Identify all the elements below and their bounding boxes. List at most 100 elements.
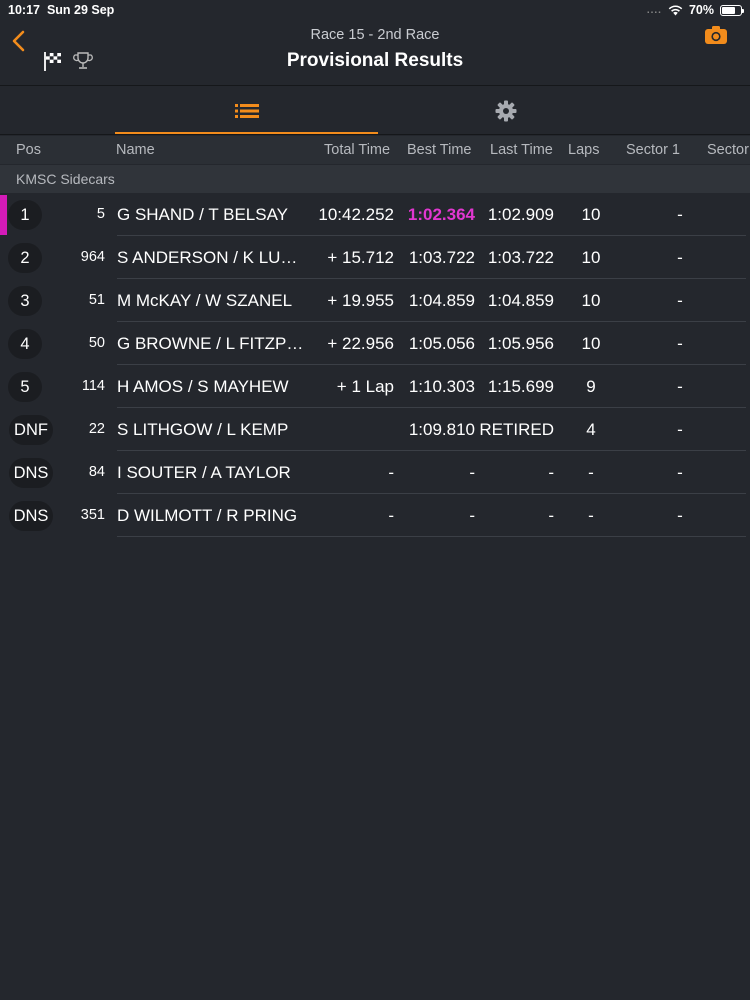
col-last-time[interactable]: Last Time: [490, 142, 553, 158]
last-time: RETIRED: [479, 420, 554, 439]
last-time: 1:03.722: [487, 248, 554, 267]
page-title: Provisional Results: [286, 50, 464, 71]
table-row[interactable]: 1 5 G SHAND / T BELSAY 10:42.252 1:02.36…: [0, 193, 750, 236]
total-time: + 22.956: [327, 334, 394, 353]
race-number: 351: [80, 507, 105, 523]
table-row[interactable]: DNF 22 S LITHGOW / L KEMP 1:09.810 RETIR…: [0, 408, 750, 451]
tab-bar: [0, 87, 750, 135]
rider-name: S LITHGOW / L KEMP: [117, 420, 289, 439]
rider-name: D WILMOTT / R PRING: [117, 506, 298, 525]
position-badge: DNF: [9, 415, 53, 445]
rider-name: S ANDERSON / K LU…: [117, 248, 298, 267]
list-icon: [234, 103, 259, 118]
trophy-icon[interactable]: [72, 50, 94, 72]
race-number: 964: [80, 249, 105, 265]
checkered-flag-icon[interactable]: [42, 50, 64, 72]
table-row[interactable]: DNS 351 D WILMOTT / R PRING - - - - -: [0, 494, 750, 537]
race-number: 84: [88, 464, 105, 480]
battery-icon: [720, 4, 744, 16]
race-number: 50: [88, 335, 105, 351]
battery-percent: 70%: [688, 3, 714, 17]
col-sector[interactable]: Sector: [707, 142, 749, 158]
race-subtitle: Race 15 - 2nd Race: [310, 27, 440, 43]
sector-1: -: [677, 291, 683, 310]
tab-results-list[interactable]: [115, 87, 378, 134]
rider-name: G SHAND / T BELSAY: [117, 205, 289, 224]
last-time: 1:15.699: [487, 377, 554, 396]
best-time: 1:04.859: [408, 291, 475, 310]
laps: 9: [586, 377, 596, 396]
position-badge: 3: [8, 286, 42, 316]
sector-1: -: [677, 463, 683, 482]
best-time: 1:02.364: [407, 205, 475, 224]
position-badge: DNS: [9, 458, 53, 488]
laps: 10: [581, 205, 601, 224]
position-badge: 5: [8, 372, 42, 402]
total-time: 10:42.252: [318, 205, 394, 224]
rider-name: M McKAY / W SZANEL: [117, 291, 293, 310]
col-sector-1[interactable]: Sector 1: [626, 142, 680, 158]
laps: 10: [581, 291, 601, 310]
active-tab-indicator: [115, 132, 378, 134]
table-row[interactable]: 2 964 S ANDERSON / K LU… + 15.712 1:03.7…: [0, 236, 750, 279]
col-best-time[interactable]: Best Time: [407, 142, 472, 158]
gear-icon: [495, 100, 517, 121]
col-laps[interactable]: Laps: [568, 142, 600, 158]
position-badge: 1: [8, 200, 42, 230]
leader-indicator: [0, 195, 7, 235]
status-bar: 10:17 Sun 29 Sep .... 70%: [0, 0, 750, 20]
sector-1: -: [677, 420, 683, 439]
sector-1: -: [677, 377, 683, 396]
status-date: Sun 29 Sep: [46, 3, 115, 17]
race-number: 114: [81, 378, 105, 394]
position-badge: DNS: [9, 501, 53, 531]
last-time: -: [548, 463, 554, 482]
class-group-header: KMSC Sidecars: [0, 165, 750, 193]
laps: 4: [586, 420, 596, 439]
camera-icon[interactable]: [704, 24, 728, 46]
chevron-left-icon[interactable]: [8, 28, 30, 54]
laps: 10: [581, 248, 601, 267]
sector-1: -: [677, 334, 683, 353]
total-time: -: [388, 463, 394, 482]
header: Race 15 - 2nd Race Provisional Results: [0, 20, 750, 86]
best-time: -: [469, 463, 475, 482]
rider-name: I SOUTER / A TAYLOR: [117, 463, 291, 482]
col-total-time[interactable]: Total Time: [324, 142, 391, 158]
sector-1: -: [677, 506, 683, 525]
position-badge: 4: [8, 329, 42, 359]
position-badge: 2: [8, 243, 42, 273]
laps: -: [588, 506, 594, 525]
rider-name: H AMOS / S MAYHEW: [117, 377, 289, 396]
best-time: 1:10.303: [408, 377, 475, 396]
results-table: 1 5 G SHAND / T BELSAY 10:42.252 1:02.36…: [0, 193, 750, 537]
race-number: 22: [88, 421, 105, 437]
race-number: 5: [96, 206, 105, 222]
rider-name: G BROWNE / L FITZP…: [117, 334, 304, 353]
race-number: 51: [88, 292, 105, 308]
last-time: 1:02.909: [487, 205, 554, 224]
wifi-icon: [668, 4, 683, 15]
best-time: 1:03.722: [408, 248, 475, 267]
tab-settings[interactable]: [378, 87, 634, 134]
col-name[interactable]: Name: [116, 142, 155, 158]
best-time: 1:05.056: [408, 334, 475, 353]
sector-1: -: [677, 248, 683, 267]
best-time: -: [469, 506, 475, 525]
last-time: -: [548, 506, 554, 525]
status-time: 10:17: [8, 3, 40, 17]
col-pos[interactable]: Pos: [16, 142, 41, 158]
table-row[interactable]: 5 114 H AMOS / S MAYHEW + 1 Lap 1:10.303…: [0, 365, 750, 408]
last-time: 1:04.859: [487, 291, 554, 310]
total-time: + 19.955: [327, 291, 394, 310]
group-label: KMSC Sidecars: [16, 171, 115, 187]
table-row[interactable]: DNS 84 I SOUTER / A TAYLOR - - - - -: [0, 451, 750, 494]
last-time: 1:05.956: [487, 334, 554, 353]
table-row[interactable]: 3 51 M McKAY / W SZANEL + 19.955 1:04.85…: [0, 279, 750, 322]
total-time: -: [388, 506, 394, 525]
signal-dots: ....: [646, 4, 662, 16]
total-time: + 1 Lap: [336, 377, 394, 396]
laps: 10: [581, 334, 601, 353]
table-row[interactable]: 4 50 G BROWNE / L FITZP… + 22.956 1:05.0…: [0, 322, 750, 365]
laps: -: [588, 463, 594, 482]
